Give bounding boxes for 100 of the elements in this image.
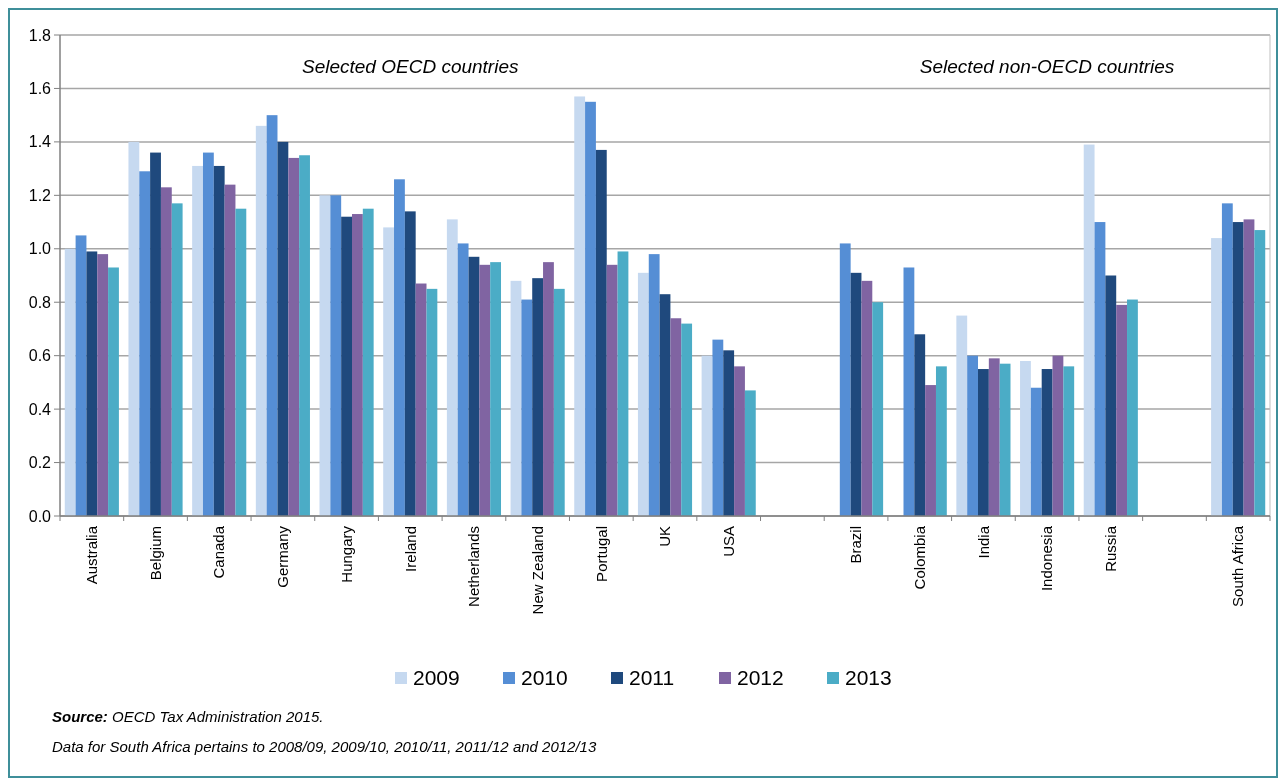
x-tick-label: New Zealand (528, 526, 546, 615)
x-tick-label: UK (656, 526, 674, 547)
bar (150, 152, 161, 516)
bar (744, 390, 756, 516)
bar (404, 211, 416, 516)
bar (606, 264, 618, 516)
bar (64, 248, 76, 516)
x-tick-label: Canada (210, 525, 228, 579)
x-tick-label: South Africa (1229, 525, 1247, 607)
bar (723, 350, 735, 516)
y-tick-label: 0.0 (28, 507, 52, 525)
bar (850, 272, 862, 516)
y-tick-label: 0.8 (28, 293, 52, 311)
bar (415, 283, 427, 516)
x-tick-label: Portugal (592, 526, 610, 582)
bar (192, 165, 203, 516)
source-note: Source: OECD Tax Administration 2015. (52, 708, 324, 725)
bar (839, 243, 851, 516)
bar (712, 339, 724, 516)
x-tick-label: Indonesia (1038, 525, 1056, 592)
bar (202, 152, 214, 516)
bar (872, 302, 884, 516)
bar (160, 187, 172, 516)
bar (1254, 230, 1266, 516)
bar (701, 355, 713, 516)
annotation: Selected non-OECD countries (919, 56, 1175, 77)
bar (288, 157, 300, 516)
bar (553, 288, 565, 516)
bar (967, 355, 979, 516)
x-tick-label: Belgium (146, 526, 164, 581)
y-tick-label: 0.4 (28, 400, 52, 418)
bar (426, 288, 438, 516)
bar (1232, 222, 1244, 516)
bar (617, 251, 629, 516)
bar (383, 227, 395, 516)
bar (1221, 203, 1233, 516)
annotation: Selected OECD countries (302, 56, 519, 77)
bar (637, 272, 649, 516)
y-tick-label: 0.2 (28, 454, 52, 472)
bar (266, 115, 278, 516)
bar (330, 195, 342, 516)
bar (139, 171, 151, 516)
bar (75, 235, 87, 516)
bar (1211, 238, 1222, 516)
bar (341, 216, 352, 516)
bar (521, 299, 533, 516)
bar (595, 149, 607, 516)
bar (299, 155, 310, 516)
legend-label: 2011 (629, 666, 675, 690)
bar (362, 208, 374, 516)
y-tick-label: 1.8 (28, 26, 52, 44)
bar (988, 358, 1000, 516)
bar (351, 214, 363, 516)
bar (255, 125, 267, 516)
bar (670, 318, 682, 516)
bar (1052, 355, 1064, 516)
text: Data for South Africa pertains to 2008/09, 2009/10, 2010/11, 2011/12 and 2012/13 (52, 738, 597, 755)
bar (734, 366, 745, 516)
bar (457, 243, 469, 516)
bar (585, 101, 596, 516)
bar (171, 203, 183, 516)
bar (97, 254, 109, 516)
bar (108, 267, 119, 516)
y-tick-label: 0.6 (28, 347, 52, 365)
bar (903, 267, 915, 516)
y-tick-label: 1.6 (28, 80, 52, 98)
bar (510, 280, 522, 516)
bar (213, 165, 225, 516)
bar (277, 141, 289, 516)
bar (1243, 219, 1255, 516)
bar (1105, 275, 1117, 516)
bar (319, 195, 331, 516)
bar (479, 264, 491, 516)
y-tick-label: 1.2 (28, 186, 52, 204)
legend-label: 2013 (845, 666, 892, 690)
bar (1030, 387, 1042, 516)
bar (999, 363, 1011, 516)
bar (681, 323, 693, 516)
x-tick-label: Russia (1102, 525, 1120, 572)
bar (490, 262, 502, 516)
bar (648, 254, 660, 516)
bar (925, 385, 936, 516)
x-tick-label: Germany (274, 525, 292, 588)
x-tick-label: Colombia (910, 525, 928, 590)
bar (574, 96, 586, 516)
bar (935, 366, 947, 516)
bar (978, 369, 989, 516)
legend-label: 2009 (413, 666, 460, 690)
x-tick-label: India (974, 525, 992, 559)
bar (914, 334, 926, 516)
bar (394, 179, 405, 516)
x-tick-label: USA (719, 526, 737, 557)
y-tick-label: 1.0 (28, 240, 52, 258)
bar (235, 208, 247, 516)
bar (543, 262, 554, 516)
bar (532, 278, 544, 516)
bar (861, 280, 873, 516)
x-tick-label: Australia (83, 525, 101, 585)
bar (1127, 299, 1138, 516)
bar (956, 315, 968, 516)
